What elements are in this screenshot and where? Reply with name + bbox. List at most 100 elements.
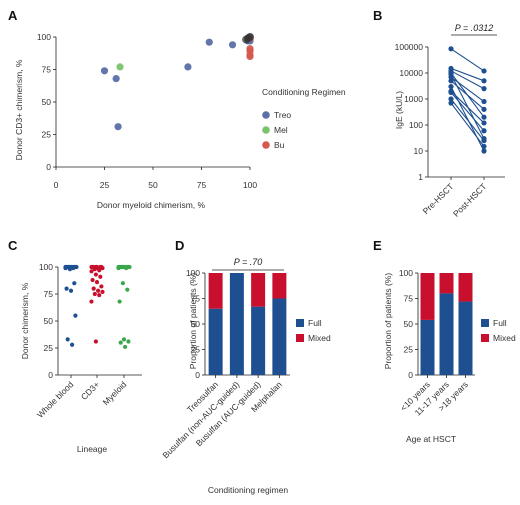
bar-segment-full: [439, 293, 454, 375]
bar-segment-full: [251, 306, 266, 375]
panel-a-legend-title: Conditioning Regimen: [262, 87, 346, 97]
panel-c-point-cd3-: [100, 265, 105, 271]
panel-c-point-cd3-: [91, 286, 96, 291]
y-tick-label: 75: [42, 65, 52, 75]
panel-c-x-label: Lineage: [77, 444, 108, 454]
panel-c-point-cd3-: [93, 339, 98, 344]
panel-a-legend-label: Bu: [274, 140, 285, 150]
panel-c-point-myeloid: [121, 337, 127, 342]
panel-b-pair-line: [450, 72, 485, 118]
panel-a-legend-label: Treo: [274, 110, 291, 120]
panel-c-point-cd3-: [100, 289, 105, 294]
panel-c-point-cd3-: [96, 288, 101, 293]
bar-segment-mixed: [439, 273, 454, 294]
panel-a-point-overlap: [242, 35, 251, 44]
legend-label-mixed: Mixed: [493, 333, 516, 343]
panel-c-point-cd3-: [98, 274, 103, 279]
panel-a-legend-marker: [262, 126, 270, 134]
panel-b-post-point: [481, 114, 487, 120]
y-tick-label: 100: [37, 32, 51, 42]
panel-b-pre-point: [448, 78, 454, 84]
panel-c-point-myeloid: [117, 299, 122, 304]
panel-d-x-label: Conditioning regimen: [208, 485, 289, 495]
y-tick-label: 25: [191, 345, 201, 355]
y-tick-label: 25: [44, 343, 54, 353]
panel-b-p-value: P = .0312: [455, 23, 493, 33]
panel-c-point-myeloid: [116, 265, 121, 271]
panel-b-post-point: [481, 128, 487, 134]
panel-a-scatter: 0 25 50 75 100 0 25 50 75 100 Donor myeloid chime…: [14, 32, 346, 210]
panel-c-y-label: Donor chimerism, %: [20, 282, 30, 359]
y-tick-label: 10: [414, 146, 424, 156]
y-tick-label: 100: [409, 120, 423, 130]
x-tick-label: 50: [148, 180, 158, 190]
panel-letter-c: C: [8, 238, 18, 253]
y-tick-label: 50: [44, 316, 54, 326]
panel-c-point-myeloid: [127, 264, 132, 270]
panel-b-post-point: [481, 86, 487, 92]
panel-a-axes: 0 25 50 75 100 0 25 50 75 100: [37, 32, 258, 190]
bar-segment-full: [229, 273, 244, 375]
panel-c-point-whole-blood: [68, 288, 74, 293]
panel-b-pair-line: [450, 73, 485, 139]
y-tick-label: 50: [42, 97, 52, 107]
y-tick-label: 50: [404, 319, 414, 329]
panel-b-post-point: [481, 68, 487, 74]
panel-c-point-cd3-: [93, 272, 98, 277]
x-tick-label: Myeloid: [101, 379, 129, 407]
panel-d-y-label: Proportion of patients (%): [188, 273, 198, 370]
panel-b-pre-point: [448, 70, 454, 76]
x-tick-label: 25: [100, 180, 110, 190]
y-tick-label: 0: [48, 370, 53, 380]
panel-c-point-myeloid: [118, 340, 123, 345]
panel-a-point-treo: [228, 41, 237, 49]
bar-segment-mixed: [272, 273, 287, 299]
panel-c-point-cd3-: [99, 284, 104, 289]
panel-c-point-whole-blood: [63, 265, 68, 271]
panel-c-point-whole-blood: [72, 281, 77, 286]
panel-c-point-cd3-: [97, 292, 102, 298]
panel-b-pre-point: [448, 83, 454, 90]
x-tick-label: CD3+: [79, 379, 102, 402]
panel-a-legend: Conditioning Regimen Treo Mel Bu: [262, 87, 346, 150]
panel-b-lines: [448, 46, 487, 154]
panel-a-point-treo: [114, 123, 122, 131]
panel-d-p-value: P = .70: [234, 257, 262, 267]
panel-e-legend: Full Mixed: [481, 318, 516, 343]
panel-a-legend-label: Mel: [274, 125, 288, 135]
panel-a-x-label: Donor myeloid chimerism, %: [97, 200, 206, 210]
y-tick-label: 0: [408, 370, 413, 380]
panel-b-post-point: [481, 78, 487, 84]
panel-b-post-point: [481, 120, 487, 126]
panel-c-point-myeloid: [119, 264, 124, 270]
panel-c-point-whole-blood: [65, 337, 70, 342]
panel-b-pre-point: [448, 46, 454, 52]
panel-b-y-label: IgE (kU/L): [394, 91, 404, 129]
panel-c-points: [63, 264, 132, 350]
panel-b-post-point: [481, 135, 487, 142]
panel-a-point-bu: [246, 52, 254, 61]
panel-a-y-label: Donor CD3+ chimerism, %: [14, 59, 24, 160]
panel-c-point-myeloid: [124, 265, 129, 271]
panel-letter-a: A: [8, 8, 18, 23]
panel-b-pair-line: [450, 67, 485, 82]
x-tick-label: 100: [243, 180, 257, 190]
legend-label-full: Full: [493, 318, 507, 328]
legend-swatch-full: [481, 319, 489, 327]
panel-b-pre-point: [448, 100, 454, 106]
panel-e-y-label: Proportion of patients (%): [383, 273, 393, 370]
panel-b-post-point: [481, 148, 487, 154]
legend-swatch-full: [296, 319, 304, 327]
y-tick-label: 75: [191, 294, 201, 304]
panel-c-point-whole-blood: [73, 313, 78, 318]
bar-segment-full: [208, 308, 223, 375]
panel-b-post-point: [481, 98, 487, 105]
panel-c-point-whole-blood: [67, 267, 72, 272]
y-tick-label: 0: [195, 370, 200, 380]
panel-b-pre-point: [448, 96, 454, 102]
panel-c-point-myeloid: [125, 287, 130, 292]
